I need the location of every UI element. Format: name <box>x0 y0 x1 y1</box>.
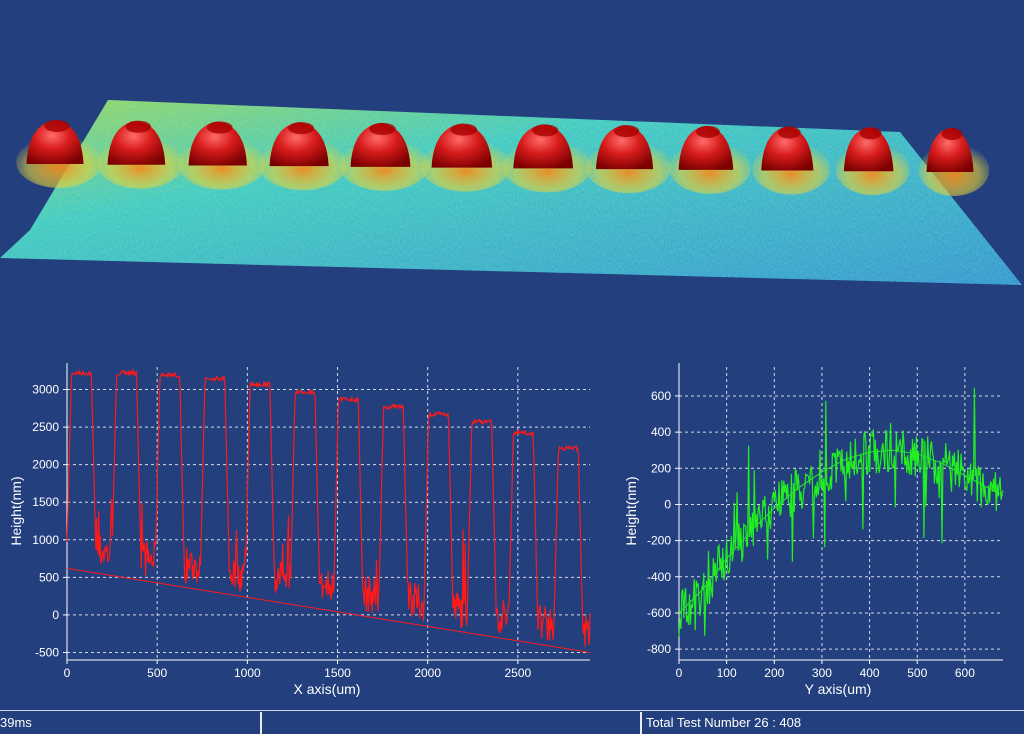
y-fit-curve <box>678 449 1004 614</box>
y-tick-label: 2000 <box>32 458 59 472</box>
y-profile-chart: 0 100 200 300 400 500 600 -800 -600 -400 -200 0 200 4… <box>623 363 1004 697</box>
x-chart-axes <box>66 363 590 661</box>
y-tick-label: 3000 <box>32 383 59 397</box>
y-chart-ylabel: Height(nm) <box>623 476 639 545</box>
pillar-top <box>695 125 720 138</box>
y-tick-label: 1500 <box>32 495 59 509</box>
x-tick-label: 2000 <box>414 666 441 680</box>
y-tick-label: 0 <box>52 608 59 622</box>
status-timing: 39ms <box>0 715 32 730</box>
pillar <box>761 126 814 171</box>
status-divider <box>640 712 642 734</box>
x-tick-label: 1000 <box>234 666 261 680</box>
status-middle <box>266 711 636 734</box>
pillar-top <box>613 125 640 138</box>
pillar-top <box>859 127 882 140</box>
pillar <box>595 125 654 170</box>
y-tick-label: -800 <box>647 642 671 656</box>
y-tick-label: 600 <box>651 389 671 403</box>
x-tick-label: 1500 <box>324 666 351 680</box>
y-tick-label: -200 <box>647 534 671 548</box>
x-tick-label: 100 <box>717 666 737 680</box>
x-tick-label: 200 <box>764 666 784 680</box>
y-tick-label: -500 <box>35 645 59 659</box>
y-tick-label: -600 <box>647 606 671 620</box>
pillar-top <box>450 123 478 136</box>
pillar <box>188 121 247 166</box>
pillar-group <box>16 120 990 196</box>
x-baseline-fit <box>66 567 591 653</box>
pillar <box>431 123 493 168</box>
y-tick-label: 500 <box>39 570 59 584</box>
pillar-top <box>777 126 801 139</box>
x-chart-ticks: 0 500 1000 1500 2000 2500 -500 0 500 1000 1500 2000… <box>32 383 531 680</box>
status-bar: 39ms Total Test Number 26 : 408 <box>0 710 1024 734</box>
pillar <box>678 125 734 170</box>
x-chart-series <box>66 368 591 653</box>
x-tick-label: 500 <box>907 666 927 680</box>
pillar <box>843 127 894 172</box>
x-tick-label: 500 <box>147 666 167 680</box>
pillar <box>926 128 974 172</box>
x-tick-label: 0 <box>676 666 683 680</box>
pillar-top <box>125 120 152 133</box>
y-chart-axes <box>678 363 1003 661</box>
x-tick-label: 0 <box>64 666 71 680</box>
pillar <box>26 120 84 164</box>
pillar-top <box>941 128 963 140</box>
status-divider <box>260 712 262 734</box>
pillar <box>269 122 329 167</box>
y-tick-label: -400 <box>647 570 671 584</box>
status-test-number: Total Test Number 26 : 408 <box>646 715 802 730</box>
y-tick-label: 200 <box>651 461 671 475</box>
x-tick-label: 2500 <box>505 666 532 680</box>
y-chart-xlabel: Y axis(um) <box>805 681 872 697</box>
x-tick-label: 300 <box>812 666 832 680</box>
pillar-top <box>206 121 233 134</box>
x-profile-chart: 0 500 1000 1500 2000 2500 -500 0 500 1000 1500 2000… <box>8 363 591 697</box>
y-tick-label: 2500 <box>32 420 59 434</box>
y-chart-grid <box>679 367 1003 660</box>
y-chart-ticks: 0 100 200 300 400 500 600 -800 -600 -400 -200 0 200 4… <box>647 389 975 680</box>
surface-3d-view <box>0 100 1022 285</box>
x-chart-xlabel: X axis(um) <box>294 681 361 697</box>
x-tick-label: 600 <box>955 666 975 680</box>
y-profile-trace <box>678 387 1004 637</box>
pillar-top <box>369 122 396 135</box>
x-chart-ylabel: Height(nm) <box>8 476 24 545</box>
y-tick-label: 0 <box>664 497 671 511</box>
pillar-top <box>288 122 315 135</box>
pillar <box>107 120 166 165</box>
pillar-top <box>532 124 559 137</box>
x-tick-label: 400 <box>860 666 880 680</box>
pillar <box>350 122 411 167</box>
x-profile-trace <box>66 368 591 647</box>
y-tick-label: 1000 <box>32 533 59 547</box>
y-tick-label: 400 <box>651 425 671 439</box>
y-chart-series <box>678 387 1004 637</box>
pillar-top <box>44 120 70 132</box>
pillar <box>513 124 574 169</box>
